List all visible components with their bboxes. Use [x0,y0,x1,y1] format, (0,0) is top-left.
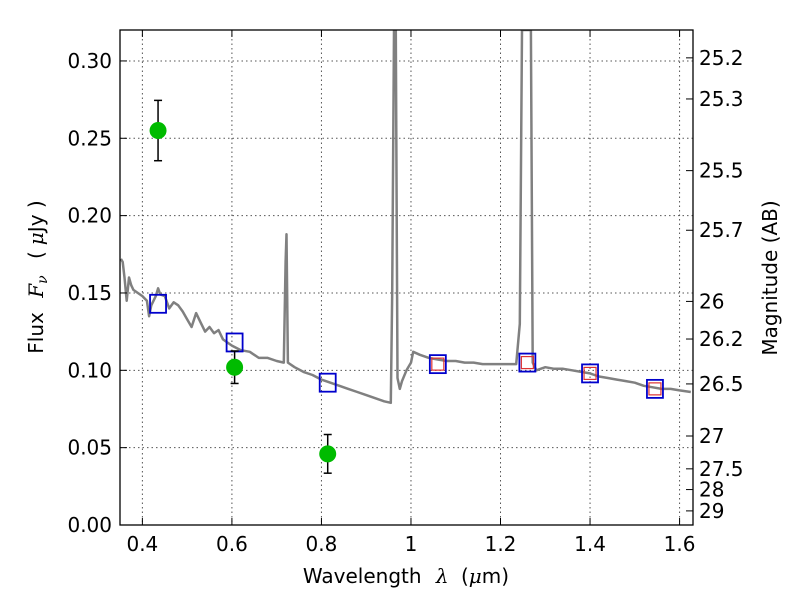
x-tick-label: 1.2 [485,532,517,556]
model-blue-square [518,352,537,373]
magnitude-tick-label: 26 [699,289,724,313]
y-tick-label: 0.00 [67,513,112,537]
model-blue-square [428,354,447,375]
y-tick-label: 0.15 [67,281,112,305]
x-tick-label: 0.6 [216,532,248,556]
model-red-square [431,357,445,371]
model-red-square [583,366,597,381]
y-axis-label: Flux Fν (μJy ) [24,200,52,353]
x-tick-label: 1.4 [574,532,606,556]
y-tick-label: 0.30 [67,49,112,73]
magnitude-tick-label: 28 [699,478,724,502]
magnitude-tick-label: 26.5 [699,372,744,396]
model-blue-square [581,363,599,384]
y-tick-label: 0.25 [67,126,112,150]
x-tick-label: 1 [405,532,418,556]
magnitude-tick-label: 27 [699,424,724,448]
x-tick-label: 0.8 [306,532,338,556]
observed-point [319,445,337,463]
magnitude-axis-label: Magnitude (AB) [758,200,782,355]
y-tick-label: 0.05 [67,436,112,460]
observed-point [149,122,167,140]
magnitude-tick-label: 25.3 [699,87,744,111]
grid-lines [120,30,693,526]
model-blue-square [646,378,664,399]
model-blue-square [149,293,167,314]
model-red-square [648,382,662,396]
observed-point [226,358,244,376]
plot-area [120,30,691,474]
x-tick-label: 1.6 [664,532,696,556]
model-blue-square [318,372,337,393]
model-red-square [520,355,534,370]
magnitude-tick-label: 25.7 [699,218,744,242]
magnitude-tick-label: 27.5 [699,457,744,481]
magnitude-tick-label: 29 [699,499,724,523]
x-axis-label: Wavelength λ (μm) [303,564,509,588]
y-tick-label: 0.10 [67,358,112,382]
axes-frame [119,29,694,526]
x-tick-label: 0.4 [126,532,158,556]
magnitude-tick-label: 26.2 [699,327,744,351]
magnitude-tick-label: 25.5 [699,159,744,183]
magnitude-tick-label: 25.2 [699,46,744,70]
template-sed-line [120,30,691,405]
y-axis-ticks: 0.00 0.05 0.10 0.15 0.20 0.25 0.30 [67,49,127,537]
x-axis-ticks: 0.4 0.6 0.8 1 1.2 1.4 1.6 [126,30,695,556]
y-tick-label: 0.20 [67,204,112,228]
